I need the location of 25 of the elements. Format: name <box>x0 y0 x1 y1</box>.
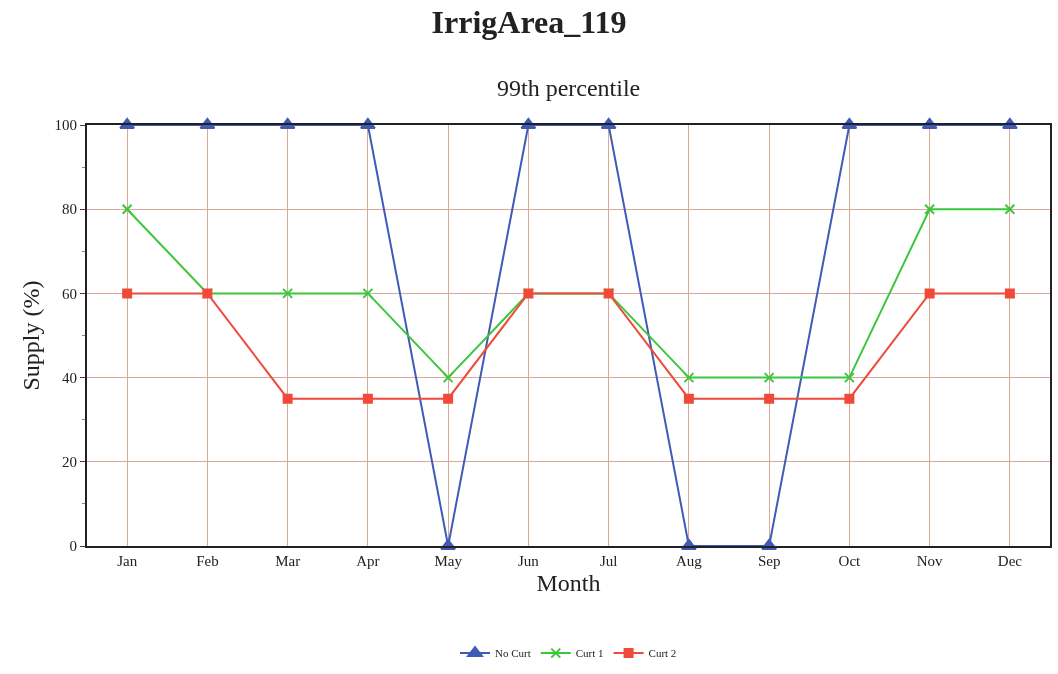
x-tick-label: Aug <box>675 553 703 569</box>
legend-label: Curt 1 <box>575 647 604 660</box>
x-tick-label: Mar <box>275 553 301 569</box>
x-tick-label: Jul <box>599 553 618 569</box>
y-tick-label: 20 <box>62 454 77 471</box>
y-tick-label: 80 <box>62 201 77 218</box>
x-tick-label: Dec <box>997 553 1023 569</box>
y-tick-label: 100 <box>54 117 77 134</box>
chart-subtitle: 99th percentile <box>497 75 641 101</box>
x-axis-title: Month <box>536 569 601 596</box>
x-tick-label: Oct <box>838 553 862 569</box>
x-tick-label: Jan <box>117 553 138 569</box>
y-axis-title: Supply (%) <box>18 280 45 391</box>
x-tick-label: Sep <box>757 553 781 569</box>
y-tick-label: 60 <box>62 285 77 302</box>
y-tick-label: 0 <box>69 538 77 555</box>
x-tick-label: Feb <box>196 553 219 569</box>
legend-label: No Curt <box>495 647 531 660</box>
legend-label: Curt 2 <box>648 647 677 660</box>
x-tick-label: May <box>434 553 463 569</box>
x-tick-label: Nov <box>916 553 944 569</box>
chart-title: IrrigArea_119 <box>431 3 627 40</box>
y-tick-label: 40 <box>62 369 77 386</box>
x-tick-label: Apr <box>356 553 380 569</box>
x-tick-label: Jun <box>517 553 540 569</box>
